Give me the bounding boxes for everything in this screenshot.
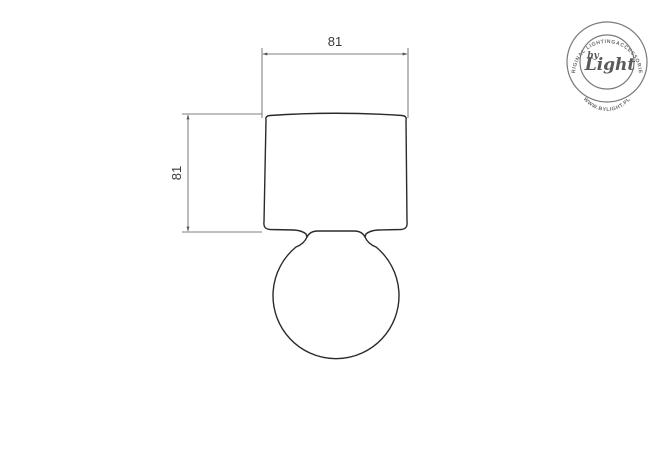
- logo-inner-ring: [579, 34, 635, 90]
- width-dimension-label: 81: [328, 34, 342, 49]
- logo-outer-ring: [566, 21, 648, 103]
- logo-ring-top-text: ORIGINAL LIGHTINGACCESSORIES: [0, 0, 643, 74]
- height-dimension: 81: [169, 113, 262, 233]
- brand-logo: ORIGINAL LIGHTINGACCESSORIES WWW.BYLIGHT…: [0, 0, 648, 113]
- width-dimension: 81: [261, 34, 409, 118]
- logo-ring-bottom-text: WWW.BYLIGHT.PL: [582, 96, 632, 113]
- height-dimension-label: 81: [169, 166, 184, 180]
- logo-brand-script: Light: [584, 55, 636, 75]
- lamp-holder-outline: [263, 112, 408, 238]
- bulb-outline: [272, 236, 400, 360]
- logo-brand-small: by: [587, 51, 599, 61]
